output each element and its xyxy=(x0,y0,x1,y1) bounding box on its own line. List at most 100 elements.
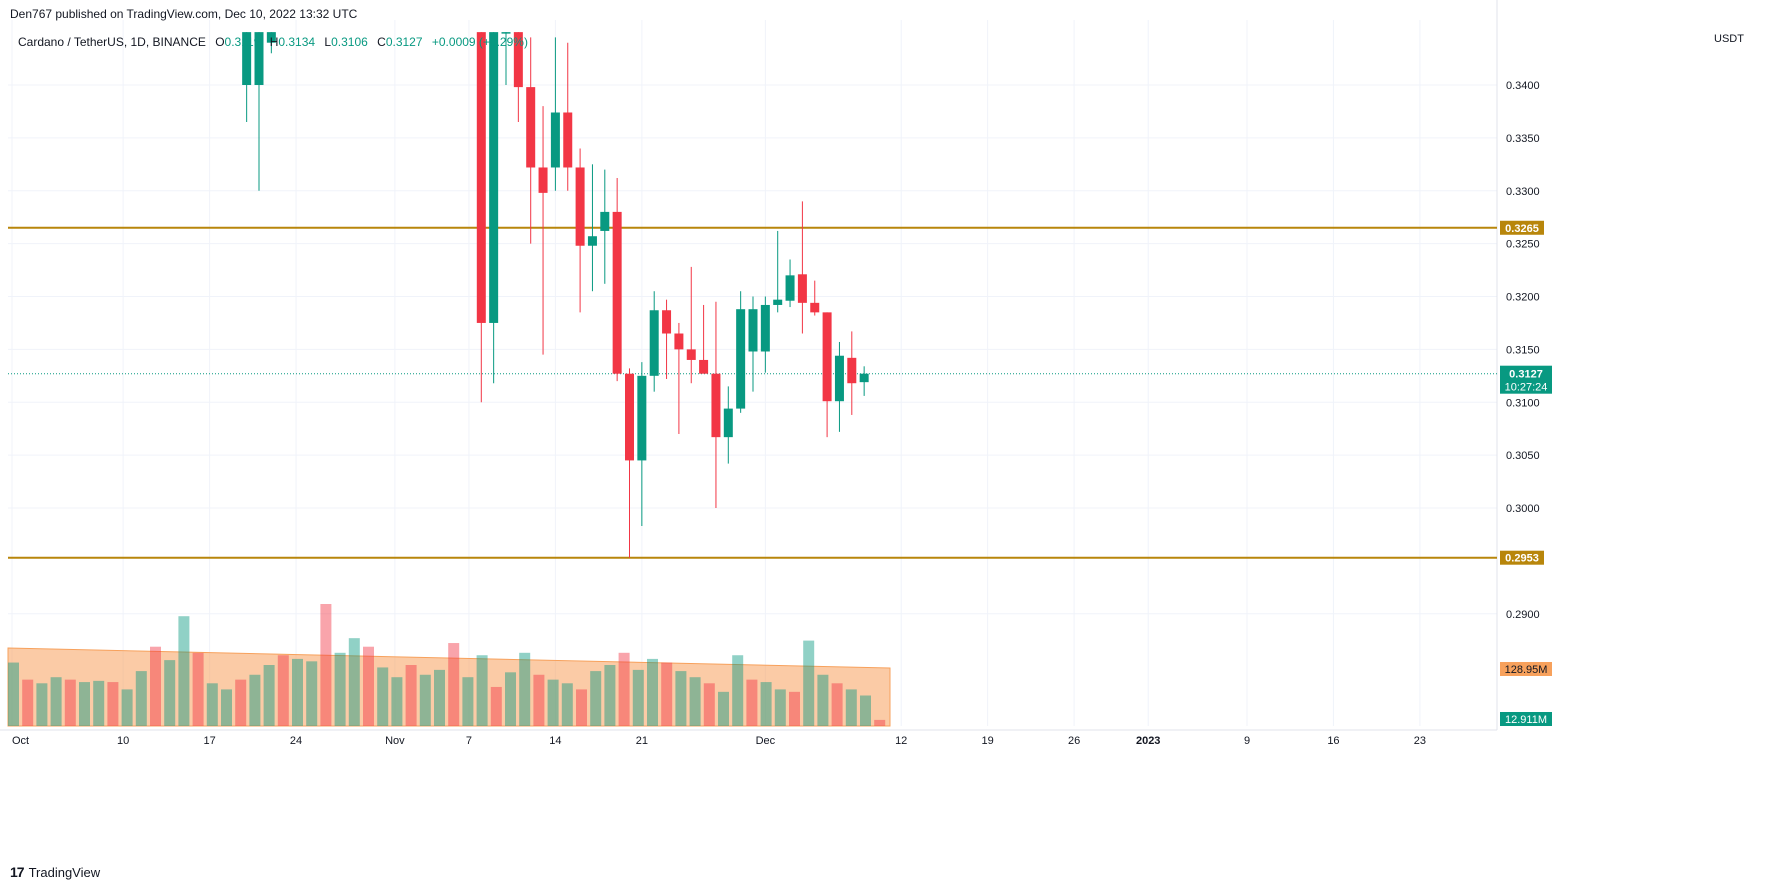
candle-body[interactable] xyxy=(773,299,783,305)
y-tick-label: 0.2900 xyxy=(1506,609,1540,621)
candle-body[interactable] xyxy=(760,304,770,352)
volume-bar xyxy=(817,674,829,726)
candle-body[interactable] xyxy=(711,373,721,438)
candle-body[interactable] xyxy=(674,333,684,350)
current-price-label: 0.3127 xyxy=(1509,369,1543,381)
candle-body[interactable] xyxy=(822,312,832,402)
candle-body[interactable] xyxy=(736,309,746,409)
volume-bar xyxy=(419,674,431,726)
volume-bar xyxy=(306,661,318,726)
volume-bar xyxy=(746,679,758,726)
volume-bar xyxy=(661,662,673,726)
volume-bar xyxy=(675,671,687,726)
open-label: O xyxy=(215,35,225,49)
x-tick-label: Nov xyxy=(385,735,405,747)
symbol-label: Cardano / TetherUS, 1D, BINANCE xyxy=(18,35,206,49)
volume-bar xyxy=(221,689,232,726)
volume-bar xyxy=(547,679,559,726)
close-label: C xyxy=(377,35,386,49)
last-volume-tag xyxy=(1500,712,1552,726)
candle-body[interactable] xyxy=(563,112,573,168)
volume-bar xyxy=(377,667,389,726)
volume-bar xyxy=(8,662,19,726)
axis-unit-label: USDT xyxy=(1714,33,1744,45)
volume-bar xyxy=(561,683,573,726)
volume-bar xyxy=(448,643,460,726)
candle-body[interactable] xyxy=(649,310,659,376)
y-tick-label: 0.3350 xyxy=(1506,133,1540,145)
y-tick-label: 0.3150 xyxy=(1506,344,1540,356)
candle-body[interactable] xyxy=(686,349,696,360)
candle-body[interactable] xyxy=(810,302,820,313)
candle-body[interactable] xyxy=(859,373,869,383)
candle-body[interactable] xyxy=(575,167,585,246)
tradingview-brand: TradingView xyxy=(28,864,101,880)
chart-legend: Cardano / TetherUS, 1D, BINANCE O0.3119 … xyxy=(18,35,528,49)
volume-bar xyxy=(831,683,843,726)
volume-bar xyxy=(505,672,516,726)
volume-bar xyxy=(320,604,332,726)
candle-body[interactable] xyxy=(847,357,857,384)
countdown-label: 10:27:24 xyxy=(1505,382,1548,394)
change-value: +0.0009 (+0.29%) xyxy=(431,35,528,49)
candle-body[interactable] xyxy=(550,112,560,168)
x-tick-label: 26 xyxy=(1068,735,1080,747)
volume-bar xyxy=(774,689,786,726)
volume-bar xyxy=(803,640,815,726)
volume-bar xyxy=(277,655,289,726)
volume-bar xyxy=(107,682,119,726)
volume-bar xyxy=(150,646,161,726)
candle-body[interactable] xyxy=(476,32,486,323)
volume-bar xyxy=(235,679,247,726)
volume-bar xyxy=(292,658,303,726)
candle-body[interactable] xyxy=(489,32,499,323)
volume-bar xyxy=(874,719,886,726)
volume-bar xyxy=(533,674,545,726)
candle-body[interactable] xyxy=(748,309,758,352)
candle-body[interactable] xyxy=(625,373,634,461)
volume-bar xyxy=(36,683,48,726)
candle-body[interactable] xyxy=(797,274,807,303)
candle-body[interactable] xyxy=(600,211,610,231)
candle-body[interactable] xyxy=(662,310,672,334)
tradingview-logo-icon: 17 xyxy=(10,864,25,880)
candle-body[interactable] xyxy=(513,32,523,88)
candle-body[interactable] xyxy=(612,211,622,374)
volume-bar xyxy=(576,689,587,726)
candle-body[interactable] xyxy=(538,167,548,193)
volume-bar xyxy=(206,683,218,726)
volume-bar xyxy=(22,679,34,726)
volume-bar xyxy=(348,638,360,726)
candle-body[interactable] xyxy=(242,32,252,85)
y-tick-label: 0.3200 xyxy=(1506,292,1540,304)
candle-body[interactable] xyxy=(254,32,264,85)
candle-body[interactable] xyxy=(501,32,511,34)
level-price-tag xyxy=(1500,550,1544,565)
volume-bar xyxy=(363,646,374,726)
volume-bar xyxy=(590,671,602,726)
candle-body[interactable] xyxy=(785,275,795,301)
publisher-caption: Den767 published on TradingView.com, Dec… xyxy=(10,7,358,21)
volume-bar xyxy=(647,658,658,726)
volume-bar xyxy=(462,677,474,726)
volume-bar xyxy=(192,652,204,726)
candle-body[interactable] xyxy=(526,87,536,168)
x-tick-label: Oct xyxy=(12,735,29,747)
candle-body[interactable] xyxy=(834,355,844,402)
tradingview-logo[interactable]: 17 TradingView xyxy=(10,864,100,880)
current-price-tag xyxy=(1500,365,1552,394)
x-tick-label: 7 xyxy=(466,735,472,747)
y-tick-label: 0.3000 xyxy=(1506,503,1540,515)
y-tick-label: 0.3250 xyxy=(1506,239,1540,251)
x-tick-label: Dec xyxy=(756,735,776,747)
volume-bar xyxy=(789,691,800,726)
candle-body[interactable] xyxy=(723,408,733,438)
volume-bar xyxy=(121,689,133,726)
candle-body[interactable] xyxy=(699,359,709,374)
candle-body[interactable] xyxy=(637,375,647,461)
volume-bar xyxy=(618,652,630,726)
volume-bar xyxy=(334,652,346,726)
candle-body[interactable] xyxy=(587,236,597,246)
candle-body[interactable] xyxy=(266,32,276,43)
